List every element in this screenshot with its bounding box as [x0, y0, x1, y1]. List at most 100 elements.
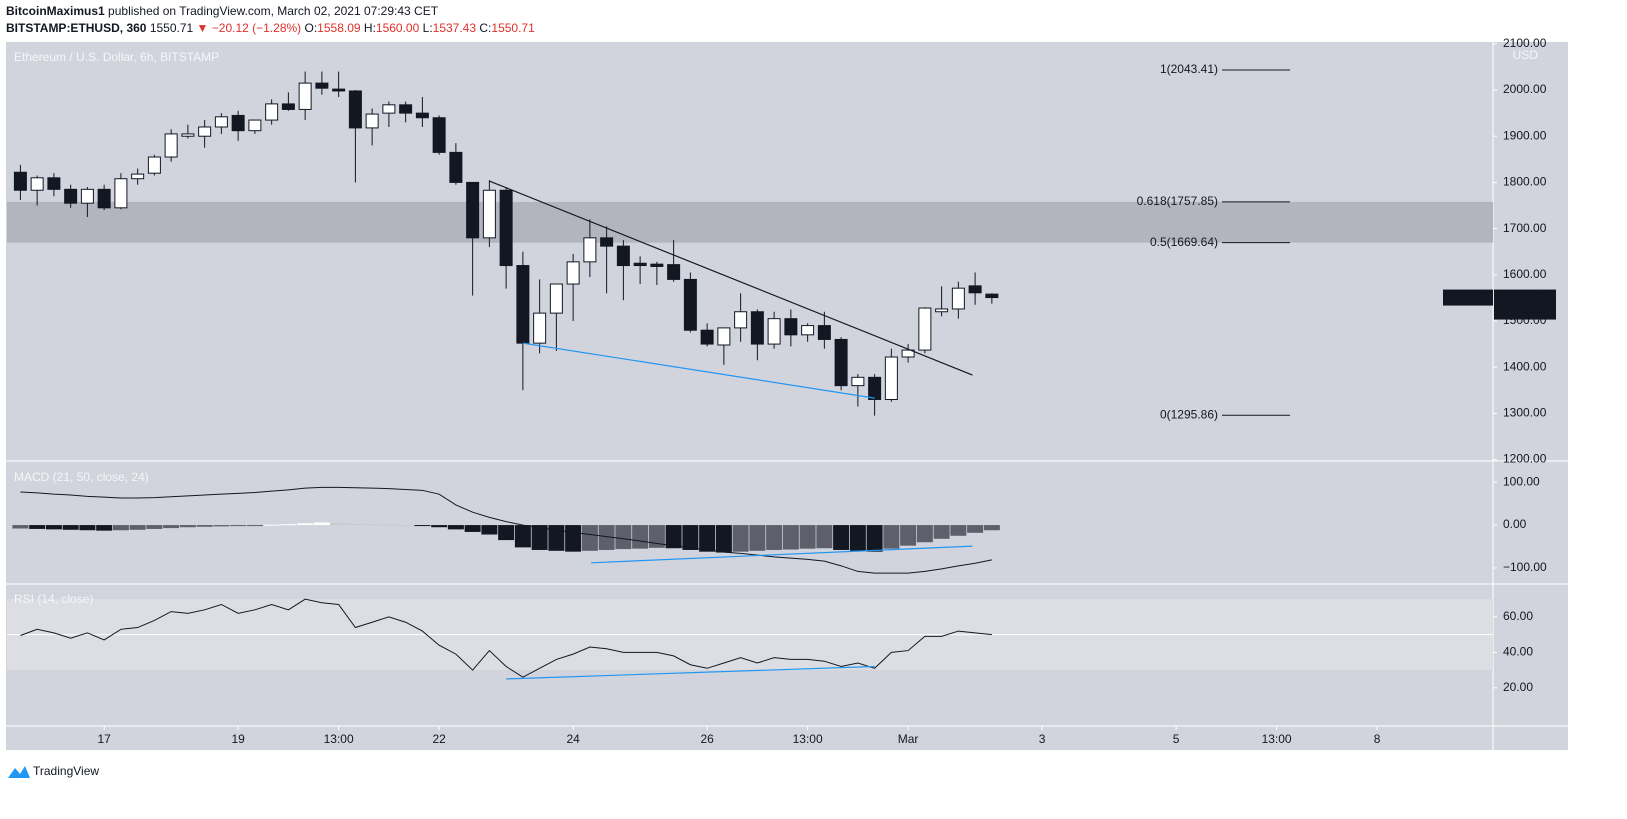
histogram-bar	[615, 525, 632, 550]
x-tick-label: 17	[97, 732, 111, 746]
x-tick-label: 22	[432, 732, 446, 746]
y-tick-label: 1700.00	[1503, 221, 1547, 235]
histogram-bar	[866, 525, 883, 552]
candle-body	[332, 88, 346, 92]
candle-body	[97, 188, 111, 209]
histogram-bar	[230, 525, 247, 527]
histogram-bar	[916, 525, 933, 543]
trendline	[489, 180, 973, 376]
candle-body	[901, 349, 915, 358]
candle-body	[516, 265, 530, 344]
candle-body	[566, 261, 580, 285]
symbol: BITSTAMP:ETHUSD, 360	[6, 21, 147, 35]
candle-body	[951, 287, 965, 310]
candle-body	[767, 318, 781, 345]
candle-body	[281, 103, 295, 110]
price-tag-symbol-box	[1443, 289, 1493, 306]
y-tick-label: 1400.00	[1503, 359, 1547, 373]
candle-body	[482, 189, 496, 239]
y-tick-label: 2100.00	[1503, 36, 1547, 50]
y-tick-label: 60.00	[1503, 609, 1533, 623]
histogram-bar	[45, 525, 62, 530]
header-line-2: BITSTAMP:ETHUSD, 360 1550.71 ▼ −20.12 (−…	[6, 21, 535, 35]
candle-body	[851, 376, 865, 387]
histogram-bar	[816, 525, 833, 549]
candle-body	[248, 119, 262, 132]
y-tick-label: 1900.00	[1503, 128, 1547, 142]
y-tick-label: 2000.00	[1503, 82, 1547, 96]
candle-body	[667, 264, 681, 280]
price-tag-symbol: ETHUSD	[1443, 290, 1493, 304]
candle-body	[734, 311, 748, 329]
candle-body	[181, 133, 195, 137]
histogram-bar	[715, 525, 732, 553]
candle-body	[499, 189, 513, 267]
x-tick-label: 3	[1039, 732, 1046, 746]
trendline	[522, 342, 875, 399]
candle-body	[214, 116, 228, 128]
y-tick-label: 1200.00	[1503, 452, 1547, 466]
candle-body	[583, 237, 597, 263]
candle-body	[231, 114, 245, 132]
histogram-bar	[447, 525, 464, 530]
header-line-1: BitcoinMaximus1 published on TradingView…	[6, 4, 439, 18]
candle-body	[466, 181, 480, 239]
histogram-bar	[900, 525, 917, 546]
y-tick-label: 40.00	[1503, 645, 1533, 659]
histogram-bar	[598, 525, 615, 550]
histogram-bar	[330, 522, 347, 526]
candle-body	[164, 133, 178, 158]
candle-body	[382, 104, 396, 114]
y-tick-label: 1300.00	[1503, 406, 1547, 420]
candle-body	[633, 262, 647, 267]
histogram-bar	[799, 525, 816, 549]
histogram-bar	[883, 525, 900, 549]
resistance-zone	[7, 201, 1493, 243]
histogram-bar	[849, 525, 866, 551]
histogram-bar	[481, 525, 498, 535]
x-tick-label: Mar	[898, 732, 919, 746]
histogram-bar	[548, 525, 565, 551]
histogram-bar	[665, 525, 682, 549]
histogram-bar	[347, 523, 364, 526]
histogram-bar	[983, 525, 1000, 531]
candle-body	[801, 325, 815, 336]
price-tag-value: 1550.71	[1503, 290, 1547, 304]
candle-body	[784, 318, 798, 336]
values-line	[20, 598, 992, 678]
histogram-bar	[749, 525, 766, 551]
histogram-bar	[833, 525, 850, 550]
histogram-bar	[699, 525, 716, 552]
change: ▼ −20.12 (−1.28%)	[197, 21, 302, 35]
candle-body	[884, 356, 898, 400]
candle-body	[198, 126, 212, 137]
histogram-bar	[246, 525, 263, 527]
histogram-bar	[263, 524, 280, 526]
candle-body	[549, 283, 563, 314]
candle-body	[834, 338, 848, 387]
y-tick-label: 100.00	[1503, 474, 1540, 488]
chart-title: Ethereum / U.S. Dollar, 6h, BITSTAMP	[14, 50, 219, 64]
candle-body	[717, 327, 731, 346]
histogram-bar	[213, 525, 230, 527]
histogram-bar	[531, 525, 548, 550]
candle-body	[13, 171, 27, 191]
histogram-bar	[364, 524, 381, 526]
y-tick-label: 20.00	[1503, 680, 1533, 694]
histogram-bar	[129, 525, 146, 530]
histogram-bar	[96, 525, 113, 531]
fib-label: 1(2043.41)	[1160, 62, 1218, 76]
histogram-bar	[682, 525, 699, 550]
fib-label: 0(1295.86)	[1160, 407, 1218, 421]
brand: TradingView	[33, 764, 99, 778]
candle-body	[131, 173, 145, 180]
rsi-title: RSI (14, close)	[14, 592, 93, 606]
histogram-bar	[648, 525, 665, 548]
histogram-bar	[313, 522, 330, 526]
ohlc-key: O:	[305, 21, 318, 35]
x-tick-label: 24	[566, 732, 580, 746]
price-tag-box	[1494, 289, 1556, 320]
unit-label: USD	[1513, 48, 1539, 62]
y-tick-label: −100.00	[1503, 560, 1547, 574]
